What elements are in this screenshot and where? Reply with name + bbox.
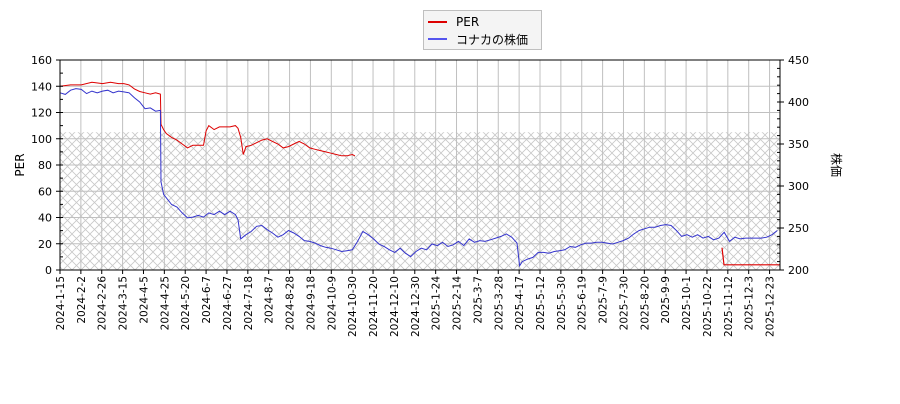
svg-text:2024-3-15: 2024-3-15 (118, 276, 130, 330)
svg-text:80: 80 (38, 159, 52, 172)
svg-text:2024-12-30: 2024-12-30 (410, 276, 422, 337)
chart-legend: PER コナカの株価 (423, 10, 542, 50)
svg-text:200: 200 (788, 264, 809, 277)
legend-item-price: コナカの株価 (428, 31, 528, 47)
svg-text:2025-12-3: 2025-12-3 (744, 276, 756, 330)
svg-text:2024-4-25: 2024-4-25 (159, 276, 171, 330)
svg-text:2024-8-7: 2024-8-7 (264, 276, 276, 324)
svg-text:2024-11-20: 2024-11-20 (368, 276, 380, 337)
svg-text:PER: PER (13, 153, 27, 176)
legend-item-per: PER (428, 14, 479, 30)
legend-swatch-price (428, 38, 447, 40)
svg-text:2025-9-9: 2025-9-9 (660, 276, 672, 324)
svg-text:2024-10-30: 2024-10-30 (347, 276, 359, 337)
svg-text:2025-3-28: 2025-3-28 (493, 276, 505, 330)
legend-label-price: コナカの株価 (456, 32, 529, 47)
svg-text:2024-8-28: 2024-8-28 (285, 276, 297, 330)
svg-text:250: 250 (788, 222, 809, 235)
svg-text:2025-3-7: 2025-3-7 (472, 276, 484, 324)
svg-text:2024-6-7: 2024-6-7 (201, 276, 213, 324)
svg-text:100: 100 (31, 133, 52, 146)
svg-text:2025-1-24: 2025-1-24 (431, 276, 443, 331)
svg-text:2025-7-30: 2025-7-30 (618, 276, 630, 330)
series-line (59, 88, 778, 268)
svg-text:350: 350 (788, 138, 809, 151)
svg-text:2024-5-20: 2024-5-20 (180, 276, 192, 330)
svg-text:300: 300 (788, 180, 809, 193)
svg-text:2025-10-22: 2025-10-22 (702, 276, 714, 337)
svg-text:2025-8-20: 2025-8-20 (639, 276, 651, 330)
svg-text:2024-4-5: 2024-4-5 (138, 276, 150, 324)
svg-text:2025-6-19: 2025-6-19 (577, 276, 589, 330)
series-lines (59, 81, 780, 268)
svg-text:2025-4-17: 2025-4-17 (514, 276, 526, 330)
series-line-tail (721, 247, 780, 266)
hatched-region (60, 132, 780, 270)
svg-text:20: 20 (38, 238, 52, 251)
axes: 0 20 40 60 80 100 120 140 160 200 250 300 350 400 450 2… (13, 54, 844, 337)
svg-text:60: 60 (38, 185, 52, 198)
series-line (59, 81, 356, 157)
svg-text:2025-10-1: 2025-10-1 (681, 276, 693, 330)
svg-text:120: 120 (31, 107, 52, 120)
svg-text:株価: 株価 (829, 153, 844, 177)
svg-text:2024-2-26: 2024-2-26 (97, 276, 109, 331)
svg-text:2024-9-18: 2024-9-18 (305, 276, 317, 330)
svg-text:2024-10-9: 2024-10-9 (326, 276, 338, 330)
svg-text:0: 0 (45, 264, 52, 277)
svg-text:2024-2-2: 2024-2-2 (76, 276, 88, 324)
svg-text:160: 160 (31, 54, 52, 67)
svg-text:2025-2-14: 2025-2-14 (452, 276, 464, 331)
svg-text:2025-5-30: 2025-5-30 (556, 276, 568, 330)
svg-text:2025-12-23: 2025-12-23 (765, 276, 777, 337)
svg-text:2025-5-12: 2025-5-12 (535, 276, 547, 330)
svg-text:2024-6-27: 2024-6-27 (222, 276, 234, 330)
svg-text:140: 140 (31, 80, 52, 93)
svg-text:40: 40 (38, 212, 52, 225)
svg-text:2024-1-15: 2024-1-15 (55, 276, 67, 330)
svg-text:2025-7-9: 2025-7-9 (598, 276, 610, 324)
svg-text:2024-12-10: 2024-12-10 (389, 276, 401, 337)
legend-label-per: PER (456, 15, 480, 29)
gridlines (59, 59, 780, 271)
svg-text:400: 400 (788, 96, 809, 109)
legend-swatch-per (428, 21, 447, 23)
svg-text:450: 450 (788, 54, 809, 67)
svg-text:2025-11-12: 2025-11-12 (723, 276, 735, 337)
svg-text:2024-7-18: 2024-7-18 (243, 276, 255, 330)
